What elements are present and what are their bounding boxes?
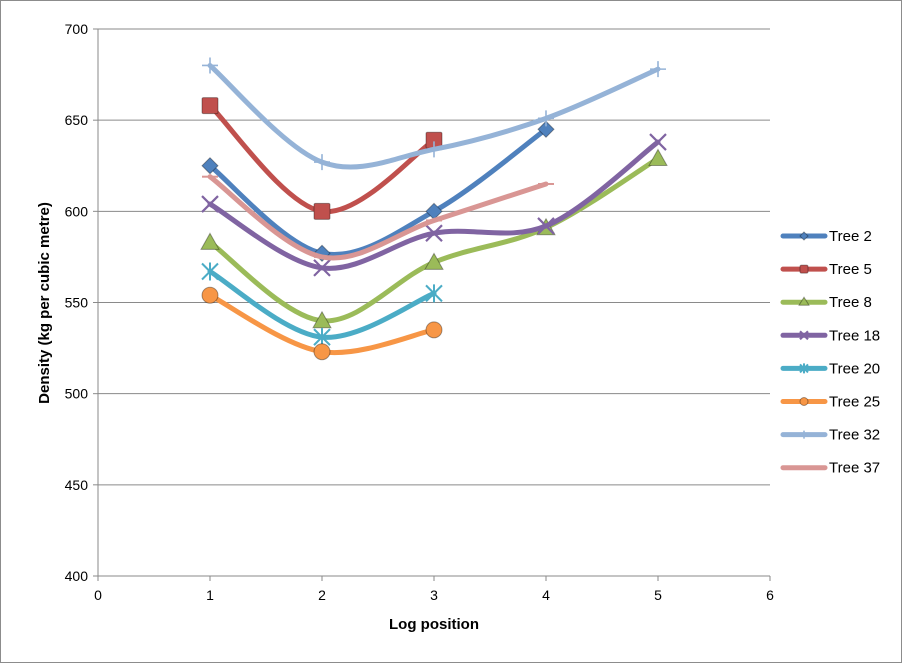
y-tick-label: 650 xyxy=(65,112,89,128)
legend-entry-tree-20: Tree 20 xyxy=(780,360,880,377)
x-tick-label: 3 xyxy=(430,587,438,603)
data-point-square xyxy=(313,202,331,220)
y-tick-label: 700 xyxy=(65,21,89,37)
legend-entry-tree-5: Tree 5 xyxy=(780,261,872,278)
data-point-star xyxy=(201,262,219,281)
data-point-plus xyxy=(314,154,330,171)
data-point-triangle xyxy=(798,296,810,306)
data-point-plus xyxy=(202,57,218,74)
x-tick-label: 1 xyxy=(206,587,214,603)
data-point-circle xyxy=(201,286,219,304)
legend-label: Tree 5 xyxy=(829,261,872,278)
data-point-circle xyxy=(313,343,331,361)
legend-entry-tree-25: Tree 25 xyxy=(780,394,880,411)
legend-label: Tree 37 xyxy=(829,460,880,477)
data-point-star xyxy=(425,284,443,303)
legend-entry-tree-2: Tree 2 xyxy=(780,228,872,245)
data-point-x xyxy=(649,133,667,151)
data-point-x xyxy=(537,217,555,235)
legend-label: Tree 32 xyxy=(829,427,880,444)
x-tick-label: 4 xyxy=(542,587,550,603)
y-tick-label: 400 xyxy=(65,568,89,584)
series-line xyxy=(207,126,549,257)
data-point-x xyxy=(313,259,331,277)
data-point-circle xyxy=(425,321,443,339)
y-axis-label: Density (kg per cubic metre) xyxy=(36,202,53,404)
series-tree-2 xyxy=(201,120,555,262)
series-line xyxy=(207,174,549,261)
legend-label: Tree 2 xyxy=(829,228,872,245)
data-point-square xyxy=(799,264,809,274)
data-point-x xyxy=(425,224,443,242)
legend-label: Tree 25 xyxy=(829,394,880,411)
data-point-x xyxy=(799,330,809,341)
legend-entry-tree-32: Tree 32 xyxy=(780,427,880,444)
series-tree-25 xyxy=(201,286,443,361)
series-tree-37 xyxy=(202,174,554,261)
data-point-square xyxy=(201,97,219,115)
data-point-plus xyxy=(426,141,442,158)
data-point-triangle xyxy=(424,252,444,270)
y-tick-label: 450 xyxy=(65,477,89,493)
data-point-triangle xyxy=(200,232,220,250)
legend-label: Tree 8 xyxy=(829,294,872,311)
axes: 400 450 500 550 600 650 700 0 1 2 3 4 5 6 xyxy=(65,21,774,603)
data-point-diamond xyxy=(201,157,219,175)
series-tree-20 xyxy=(201,262,443,347)
data-point-star xyxy=(799,363,809,374)
legend: Tree 2 Tree 5 Tree 8 Tree 18 Tree 20 Tree 25 T… xyxy=(780,228,880,477)
data-point-triangle xyxy=(648,148,668,166)
data-point-plus xyxy=(538,110,554,127)
data-point-x xyxy=(201,195,219,213)
data-point-diamond xyxy=(537,120,555,138)
data-point-plus xyxy=(800,430,808,439)
legend-label: Tree 18 xyxy=(829,327,880,344)
data-point-plus xyxy=(650,61,666,78)
y-tick-label: 500 xyxy=(65,386,89,402)
x-tick-label: 2 xyxy=(318,587,326,603)
y-tick-label: 600 xyxy=(65,203,89,219)
x-tick-label: 5 xyxy=(654,587,662,603)
series-tree-18 xyxy=(201,133,667,277)
series-lines xyxy=(200,57,668,361)
data-point-triangle xyxy=(312,310,332,329)
legend-entry-tree-37: Tree 37 xyxy=(780,460,880,477)
series-tree-32 xyxy=(202,57,666,171)
x-tick-label: 6 xyxy=(766,587,774,603)
legend-label: Tree 20 xyxy=(829,360,880,377)
data-point-diamond xyxy=(799,231,809,241)
x-axis-label: Log position xyxy=(389,616,479,633)
data-point-star xyxy=(313,328,331,347)
x-tick-label: 0 xyxy=(94,587,102,603)
series-tree-5 xyxy=(201,97,443,220)
y-tick-label: 550 xyxy=(65,295,89,311)
legend-entry-tree-18: Tree 18 xyxy=(780,327,880,344)
data-point-circle xyxy=(799,397,809,406)
legend-entry-tree-8: Tree 8 xyxy=(780,294,872,311)
